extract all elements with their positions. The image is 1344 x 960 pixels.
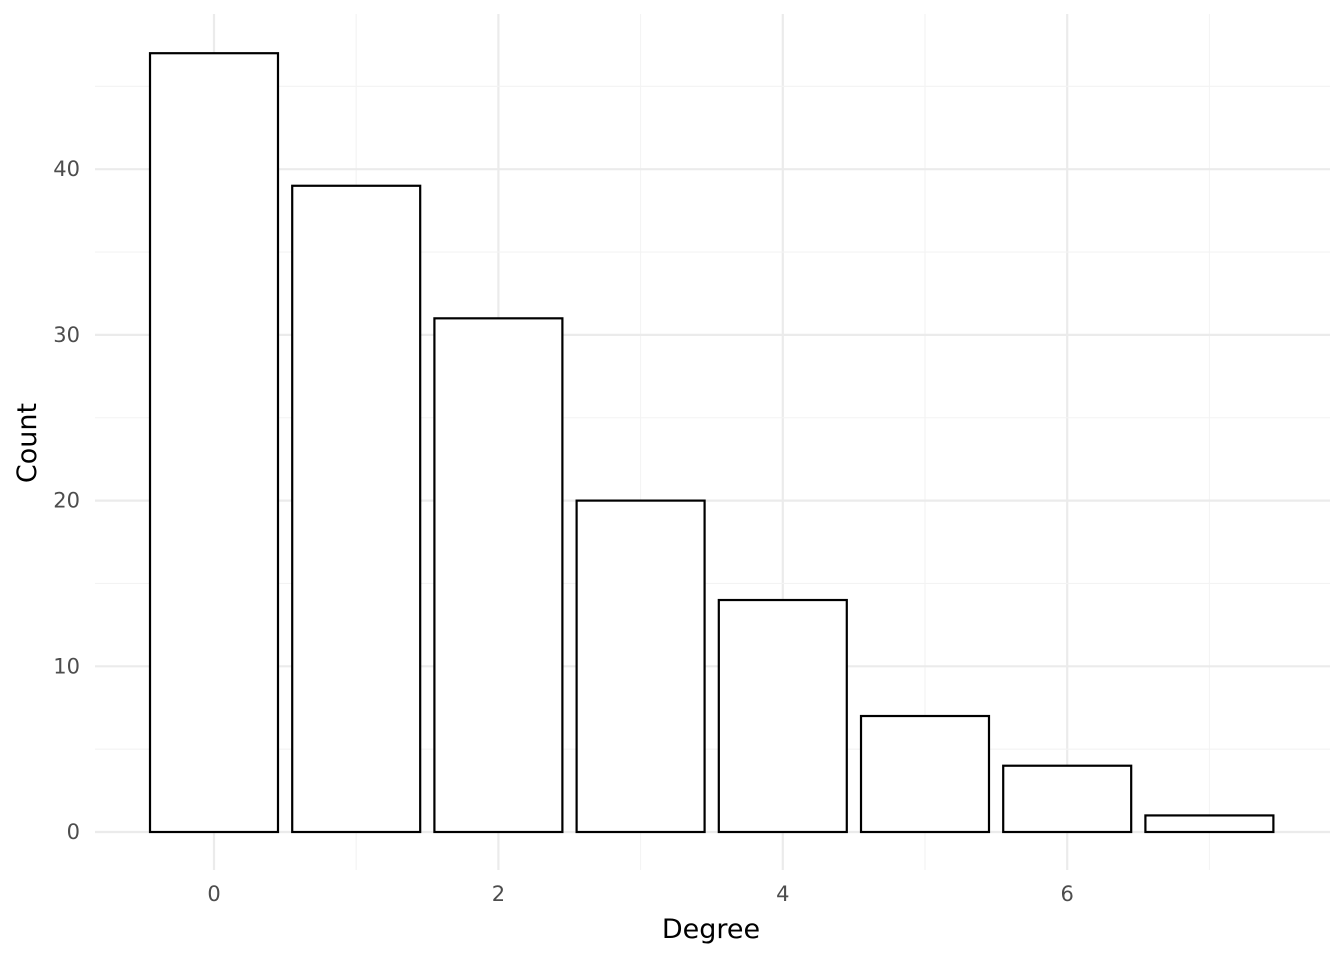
x-tick-label: 0 (207, 882, 220, 906)
bar-degree-4 (717, 598, 848, 834)
bars (148, 52, 1275, 834)
y-axis-title: Count (12, 403, 43, 483)
bar-degree-3 (575, 499, 706, 834)
y-tick-label: 20 (53, 489, 80, 513)
y-tick-label: 40 (53, 157, 80, 181)
bar-degree-6 (1002, 764, 1133, 834)
bar-degree-0 (148, 52, 280, 834)
gridlines (95, 14, 1330, 870)
x-tick-label: 4 (776, 882, 789, 906)
x-tick-label: 6 (1061, 882, 1074, 906)
x-tick-label: 2 (492, 882, 505, 906)
x-axis-tick-labels: 0 2 4 6 (207, 882, 1074, 906)
y-tick-label: 10 (53, 654, 80, 678)
x-axis-title: Degree (662, 914, 760, 945)
bar-degree-5 (859, 714, 991, 834)
y-axis-tick-labels: 0 10 20 30 40 (53, 157, 80, 844)
bar-degree-2 (433, 317, 564, 834)
bar-degree-7 (1144, 814, 1275, 834)
y-tick-label: 30 (53, 323, 80, 347)
y-tick-label: 0 (67, 820, 80, 844)
bar-degree-1 (291, 184, 422, 834)
